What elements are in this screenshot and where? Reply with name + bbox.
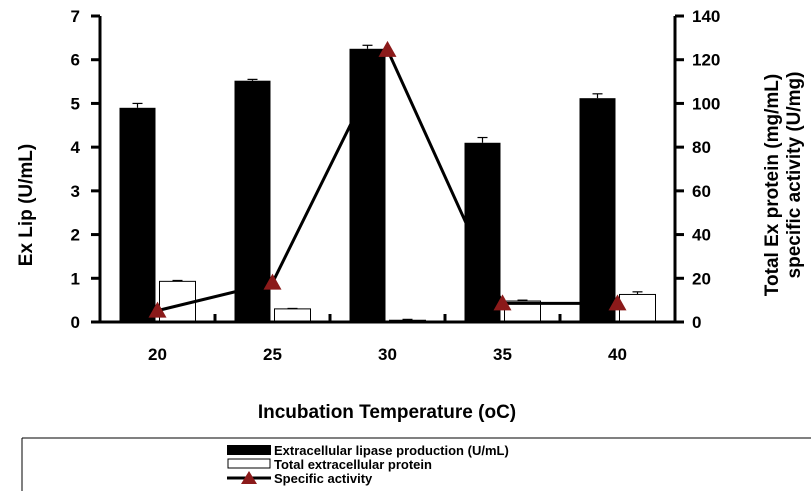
left-tick-label-2: 2 bbox=[71, 226, 80, 245]
specific-activity-point-35 bbox=[493, 294, 512, 311]
left-tick-label-0: 0 bbox=[71, 313, 80, 332]
lipase-bar-30 bbox=[349, 48, 386, 323]
left-tick-label-3: 3 bbox=[71, 182, 80, 201]
right-axis-title-line2: specific activity (U/mg) bbox=[784, 72, 805, 279]
x-axis-title: Incubation Temperature (oC) bbox=[258, 402, 516, 423]
right-tick-label-40: 40 bbox=[692, 226, 711, 245]
right-tick-label-0: 0 bbox=[692, 313, 701, 332]
lipase-bar-20 bbox=[119, 107, 156, 322]
lipase-bar-40 bbox=[579, 98, 616, 322]
left-tick-label-4: 4 bbox=[71, 138, 81, 157]
x-tick-label-25: 25 bbox=[263, 345, 282, 364]
right-tick-label-60: 60 bbox=[692, 182, 711, 201]
right-axis-title-line1: Total Ex protein (mg/mL) bbox=[762, 74, 783, 296]
left-tick-label-7: 7 bbox=[71, 7, 80, 26]
left-tick-label-6: 6 bbox=[71, 51, 80, 70]
specific-activity-point-20 bbox=[148, 301, 167, 318]
left-tick-label-5: 5 bbox=[71, 94, 80, 113]
legend-swatch-protein bbox=[227, 458, 271, 469]
x-tick-label-40: 40 bbox=[608, 345, 627, 364]
legend-label-lipase: Extracellular lipase production (U/mL) bbox=[274, 443, 509, 458]
x-tick-label-35: 35 bbox=[493, 345, 512, 364]
specific-activity-group bbox=[148, 40, 627, 318]
left-axis-title: Ex Lip (U/mL) bbox=[16, 144, 37, 266]
legend-swatch-lipase bbox=[227, 445, 271, 455]
lipase-bar-25 bbox=[234, 80, 271, 322]
protein-bar-25 bbox=[274, 308, 311, 323]
legend-marker-specific bbox=[241, 471, 257, 484]
left-tick-label-1: 1 bbox=[71, 269, 80, 288]
right-tick-label-100: 100 bbox=[692, 94, 720, 113]
specific-activity-point-25 bbox=[263, 273, 282, 290]
right-tick-label-140: 140 bbox=[692, 7, 720, 26]
right-tick-label-120: 120 bbox=[692, 51, 720, 70]
right-tick-label-80: 80 bbox=[692, 138, 711, 157]
lipase-bars-group bbox=[119, 44, 616, 323]
legend-label-protein: Total extracellular protein bbox=[274, 457, 432, 472]
right-tick-label-20: 20 bbox=[692, 269, 711, 288]
specific-activity-line bbox=[157, 46, 618, 313]
tick-labels-group: 0 1 2 3 4 5 6 7 0 20 40 60 80 100 120 140 20 25 30 35 40 bbox=[71, 7, 721, 364]
legend-label-specific: Specific activity bbox=[274, 471, 373, 486]
x-tick-label-20: 20 bbox=[148, 345, 167, 364]
specific-activity-point-40 bbox=[608, 294, 627, 311]
axes-group bbox=[91, 14, 684, 324]
legend: Extracellular lipase production (U/mL) T… bbox=[21, 437, 811, 491]
specific-activity-point-30 bbox=[378, 40, 397, 57]
x-tick-label-30: 30 bbox=[378, 345, 397, 364]
